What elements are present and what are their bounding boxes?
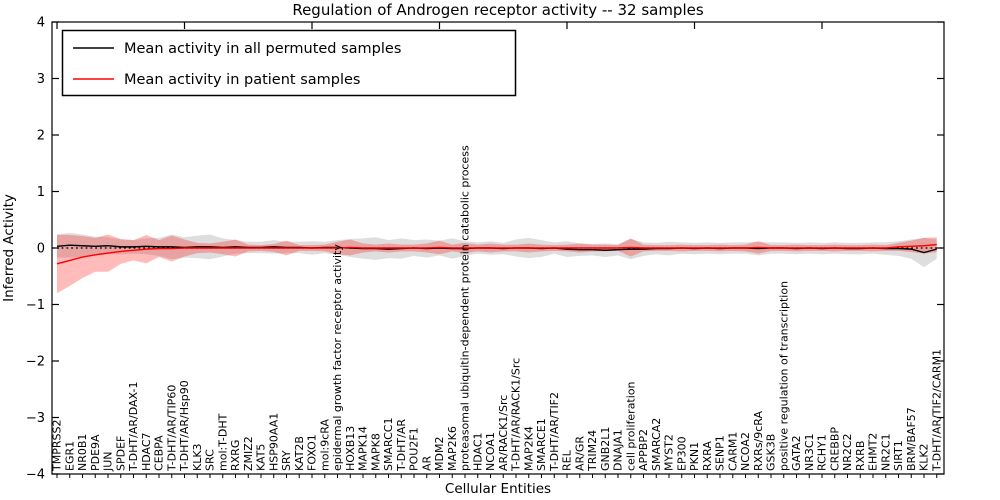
x-tick-label: GSK3B	[765, 434, 778, 471]
x-tick-label: RCHY1	[816, 434, 829, 471]
legend: Mean activity in all permuted samples Me…	[61, 29, 517, 97]
x-tick-label: EP300	[675, 436, 688, 471]
x-tick-label: mol:T-DHT	[216, 413, 229, 471]
x-tick-label: NR0B1	[76, 434, 89, 471]
x-tick-label: SMARCE1	[535, 418, 548, 471]
x-tick-label: RXRs/9cRA	[752, 410, 765, 471]
x-tick-label: GATA2	[790, 435, 803, 471]
x-tick-label: T-DHT/AR/DAX-1	[127, 382, 140, 472]
x-tick-label: EHMT2	[867, 433, 880, 471]
x-tick-label: NCOA2	[739, 432, 752, 471]
legend-label-permuted: Mean activity in all permuted samples	[124, 41, 401, 57]
x-tick-label: RXRB	[854, 441, 867, 471]
x-tick-label: REL	[561, 449, 574, 471]
x-tick-label: SMARCA2	[650, 418, 663, 471]
x-tick-label: MAPK14	[357, 426, 370, 471]
x-tick-label: MAP2K6	[446, 426, 459, 471]
x-tick-label: SENP1	[714, 435, 727, 471]
x-tick-label: CARM1	[726, 432, 739, 471]
x-tick-label: MDM2	[433, 437, 446, 471]
x-tick-label: HSP90AA1	[267, 413, 280, 471]
band-series-1	[57, 234, 937, 294]
x-tick-label: AR/GR	[573, 436, 586, 471]
x-tick-label: RXRA	[701, 441, 714, 471]
legend-box	[61, 29, 517, 97]
x-tick-label: NR2C1	[879, 433, 892, 471]
x-tick-label: JUN	[102, 451, 115, 472]
plot-area: TMPRSS2 EGR1 NR0B1 PDE9A JUN SPDEF T-DHT/AR/DA…	[26, 16, 945, 483]
y-tick-label: −1	[26, 298, 45, 313]
y-tick-label: 0	[37, 242, 45, 257]
x-tick-label: BRM/BAF57	[905, 407, 918, 471]
y-axis-title: Inferred Activity	[1, 194, 17, 302]
x-tick-label: KAT2B	[293, 436, 306, 471]
x-tick-label: APPBP2	[637, 429, 650, 471]
x-tick-label: SMARCC1	[382, 418, 395, 471]
line-series-1	[56, 243, 937, 265]
x-tick-label: KLK3	[191, 443, 204, 471]
x-tick-label: AR	[420, 455, 433, 471]
x-tick-label: mol:9cRA	[318, 419, 331, 471]
x-tick-label: KLK2	[918, 443, 931, 471]
x-tick-label: CEBPA	[153, 435, 166, 471]
x-tick-label: MAPK8	[369, 433, 382, 471]
x-tick-label: T-DHT/AR	[395, 419, 408, 472]
y-tick-label: 2	[37, 129, 45, 144]
legend-label-patient: Mean activity in patient samples	[124, 72, 360, 88]
x-axis-title: Cellular Entities	[445, 481, 551, 497]
x-tick-label: DNAJA1	[612, 429, 625, 471]
y-tick-label: −3	[26, 411, 45, 426]
x-tick-label: MAP2K4	[522, 426, 535, 471]
band-series-0	[57, 232, 937, 268]
x-tick-label: SRC	[204, 449, 217, 471]
x-tick-label: FOXO1	[306, 434, 319, 471]
x-tick-label: T-DHT/AR/Hsp90	[178, 380, 191, 472]
y-tick-label: −4	[26, 468, 45, 483]
x-tick-label: PKN1	[688, 442, 701, 471]
x-tick-label: SRY	[280, 450, 293, 471]
x-tick-label: RXRG	[229, 440, 242, 471]
y-tick-label: 1	[37, 185, 45, 200]
y-tick-label: 3	[37, 72, 45, 87]
x-tick-label: T-DHT/AR/RACK1/Src	[510, 358, 523, 472]
x-tick-label: cell proliferation	[624, 381, 637, 471]
x-tick-label: KAT5	[255, 444, 268, 471]
x-tick-label: MYST2	[663, 434, 676, 471]
x-tick-label: AR/RACK1/Src	[497, 395, 510, 471]
x-tick-label: CREBBP	[828, 427, 841, 471]
x-tick-label: TRIM24	[586, 430, 599, 472]
y-tick-label: 4	[37, 16, 45, 31]
x-tick-label: EGR1	[63, 441, 76, 471]
x-tick-label: NR2C2	[841, 433, 854, 471]
x-tick-label: T-DHT/AR/TIF2	[548, 392, 561, 472]
x-tick-label: NR3C1	[803, 433, 816, 471]
x-tick-label: ZMIZ2	[242, 436, 255, 471]
x-tick-label: SIRT1	[892, 440, 905, 471]
chart-title: Regulation of Androgen receptor activity…	[292, 1, 704, 19]
x-tick-label: GNB2L1	[599, 427, 612, 471]
x-tick-label: positive regulation of transcription	[777, 281, 790, 471]
x-tick-label: proteasomal ubiquitin-dependent protein …	[459, 145, 472, 471]
x-tick-label: PDE9A	[89, 434, 102, 471]
x-tick-label: T-DHT/AR/TIP60	[165, 385, 178, 472]
x-tick-label: HDAC7	[140, 432, 153, 471]
x-tick-label: TMPRSS2	[51, 420, 64, 472]
y-tick-label: −2	[26, 355, 45, 370]
x-tick-label: NCOA1	[484, 432, 497, 471]
x-tick-label: SPDEF	[114, 436, 127, 471]
x-tick-label: POU2F1	[408, 427, 421, 471]
x-tick-label: HDAC1	[471, 432, 484, 471]
x-tick-label: epidermal growth factor receptor activit…	[331, 244, 344, 471]
x-tick-label: HOXB13	[344, 426, 357, 471]
x-tick-label: T-DHT/AR/TIF2/CARM1	[930, 349, 943, 472]
